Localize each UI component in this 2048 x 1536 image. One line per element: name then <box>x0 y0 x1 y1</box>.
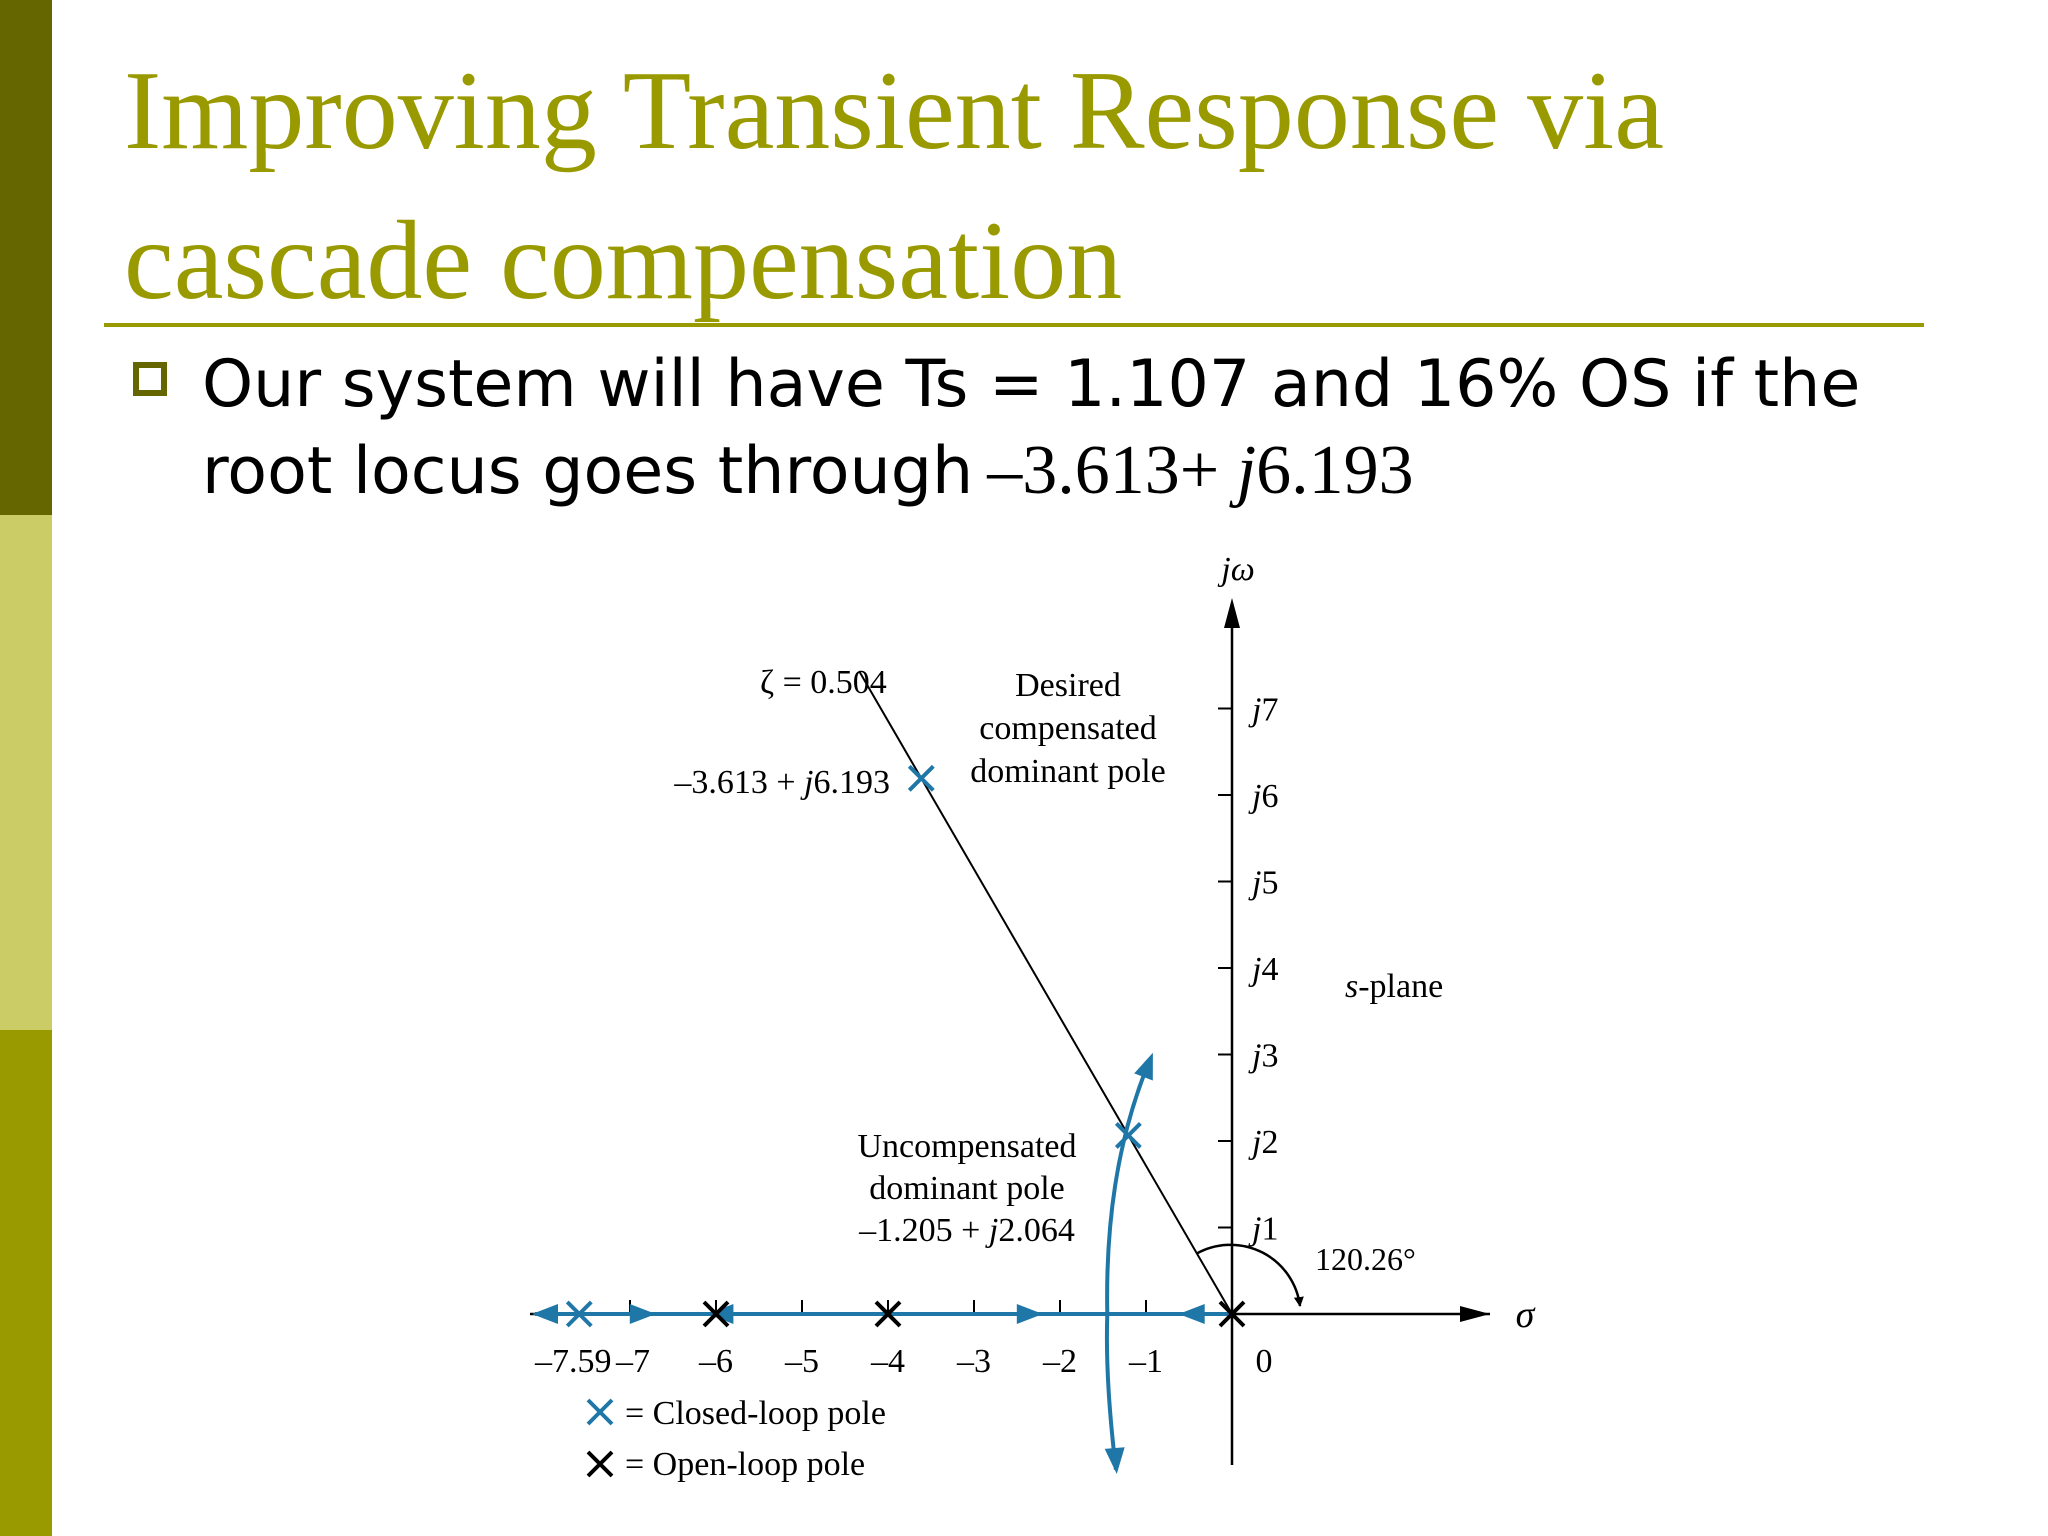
open-loop-pole-icon <box>874 1300 902 1328</box>
locus-arrow-middle <box>1016 1304 1043 1324</box>
bullet-text: Our system will have Ts = 1.107 and 16% … <box>202 342 1962 515</box>
s-plane-label: s-plane <box>1345 968 1443 1005</box>
real-tick-label: –5 <box>784 1343 819 1380</box>
legend-open-loop-icon <box>586 1450 614 1478</box>
poles <box>565 764 1246 1328</box>
real-tick-label: –7.59 <box>534 1343 612 1380</box>
desired-pole-value-real: –3.613 + <box>673 764 804 801</box>
uncompensated-caption-1: Uncompensated <box>857 1128 1076 1165</box>
locus-arrow-lower <box>1104 1447 1125 1475</box>
real-tick-label: –3 <box>956 1343 991 1380</box>
bullet-square-icon <box>133 362 167 396</box>
desired-pole-value-imag: 6.193 <box>814 764 891 801</box>
locus-arrow-upper <box>1134 1052 1153 1081</box>
uncompensated-caption-3: –1.205 + j2.064 <box>858 1212 1075 1249</box>
imag-tick-label: j1 <box>1248 1211 1278 1248</box>
uncompensated-pole-icon <box>1114 1122 1142 1149</box>
locus-arrow-right <box>1178 1304 1205 1324</box>
real-axis-ticks: –7.59 –7 –6 –5 –4 –3 –2 –1 0 <box>534 1300 1273 1380</box>
sidebar-band-mid <box>0 1030 52 1536</box>
real-tick-label: –6 <box>698 1343 733 1380</box>
bullet-math-imag: 6.193 <box>1256 432 1414 509</box>
sidebar-band-dark <box>0 0 52 515</box>
imag-axis-arrow <box>1224 598 1240 628</box>
desired-pole-caption-1: Desired <box>1015 667 1121 704</box>
angle-arc <box>1196 1243 1304 1307</box>
open-loop-pole-icon <box>702 1300 730 1328</box>
bullet-math: –3.613+ j6.193 <box>987 432 1413 509</box>
real-tick-label: 0 <box>1256 1343 1273 1380</box>
real-tick-label: –4 <box>870 1343 905 1380</box>
bullet-math-j: j <box>1236 432 1257 509</box>
angle-label: 120.26° <box>1315 1241 1416 1277</box>
legend-closed-x <box>586 1398 614 1426</box>
closed-loop-pole-icon <box>565 1300 593 1328</box>
desired-pole-value: –3.613 + j6.193 <box>673 764 890 801</box>
desired-pole-caption-3: dominant pole <box>970 753 1165 790</box>
root-locus-branches <box>532 1052 1232 1475</box>
desired-pole-icon <box>907 764 935 792</box>
zeta-label: ζ = 0.504 <box>760 664 887 701</box>
desired-pole-caption-2: compensated <box>979 710 1157 747</box>
legend-closed-loop-icon <box>586 1398 614 1426</box>
real-axis-arrow <box>1460 1306 1490 1322</box>
imag-axis-ticks: j1 j2 j3 j4 j5 j6 j7 <box>1218 692 1278 1248</box>
uncompensated-pole-annotation: Uncompensated dominant pole –1.205 + j2.… <box>857 1128 1076 1249</box>
sidebar-band-light <box>0 515 52 1030</box>
bullet-math-real: –3.613+ <box>987 432 1220 509</box>
desired-pole-annotation: –3.613 + j6.193 Desired compensated domi… <box>673 667 1165 801</box>
desired-pole-value-j: j <box>800 764 813 801</box>
imag-tick-label: j6 <box>1248 778 1278 815</box>
imag-tick-label: j3 <box>1248 1038 1278 1075</box>
locus-arrow-from-minus6 <box>707 1304 734 1324</box>
uncompensated-caption-2: dominant pole <box>869 1170 1064 1207</box>
open-loop-pole-icon <box>1218 1300 1246 1328</box>
imag-tick-label: j4 <box>1248 951 1278 988</box>
imag-tick-label: j5 <box>1248 865 1278 902</box>
vertical-axis-label: jω <box>1217 551 1254 588</box>
legend-open-x <box>586 1450 614 1478</box>
horizontal-axis-label: σ <box>1516 1294 1536 1336</box>
real-tick-label: –7 <box>615 1343 650 1380</box>
legend-open-loop: = Open-loop pole <box>625 1446 865 1483</box>
locus-branch-lower <box>1104 1313 1118 1470</box>
imag-tick-label: j7 <box>1248 692 1278 729</box>
legend: = Closed-loop pole = Open-loop pole <box>586 1395 886 1483</box>
locus-arrow-left <box>532 1304 558 1324</box>
real-tick-label: –2 <box>1042 1343 1077 1380</box>
title-underline <box>104 323 1924 327</box>
legend-closed-loop: = Closed-loop pole <box>625 1395 886 1432</box>
bullet-sentence: Our system will have Ts = 1.107 and 16% … <box>202 347 1861 509</box>
locus-branch-upper <box>1105 1058 1153 1315</box>
real-tick-label: –1 <box>1128 1343 1163 1380</box>
imag-tick-label: j2 <box>1248 1124 1278 1161</box>
slide-title: Improving Transient Response via cascade… <box>124 49 1664 323</box>
locus-arrow-toward-minus6 <box>629 1304 656 1324</box>
